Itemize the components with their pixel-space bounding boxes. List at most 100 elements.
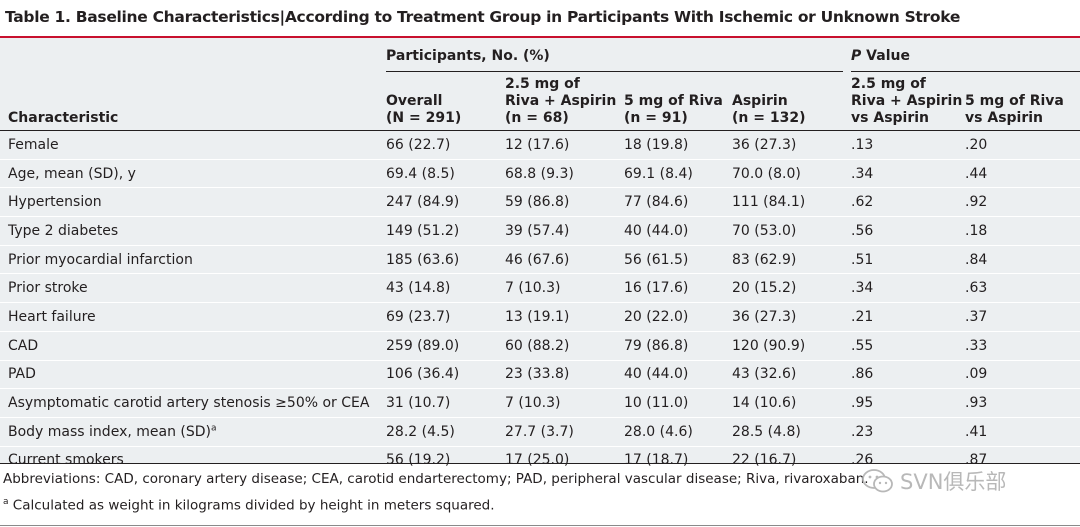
table-cell: 247 (84.9) <box>386 194 460 211</box>
row-label-text: CAD <box>8 337 39 354</box>
table-row: PAD 106 (36.4) 23 (33.8) 40 (44.0) 43 (32.6)… <box>0 360 1080 389</box>
table-cell: .23 <box>851 423 874 440</box>
table-cell: 120 (90.9) <box>732 337 806 354</box>
column-header-line1 <box>732 76 851 93</box>
table-cell: 56 (61.5) <box>624 251 689 268</box>
column-header-line1: 2.5 mg of <box>851 76 926 92</box>
table-cell: 28.5 (4.8) <box>732 423 801 440</box>
row-label-text: Heart failure <box>8 308 96 325</box>
table-cell: .37 <box>965 308 988 325</box>
table-cell: 13 (19.1) <box>505 308 570 325</box>
column-header-line1: 2.5 mg of <box>505 76 580 92</box>
table-cell: 20 (15.2) <box>732 280 797 297</box>
table-row: Age, mean (SD), y 69.4 (8.5) 68.8 (9.3) 69.… <box>0 159 1080 188</box>
table-cell: .56 <box>851 222 874 239</box>
participants-group-rule <box>386 71 844 72</box>
table-cell: 83 (62.9) <box>732 251 797 268</box>
table-row: Asymptomatic carotid artery stenosis ≥50… <box>0 389 1080 418</box>
table-cell: 22 (16.7) <box>732 452 797 469</box>
table-cell: .44 <box>965 165 988 182</box>
row-label: Current smokers <box>0 446 386 474</box>
row-label: Age, mean (SD), y <box>0 159 386 188</box>
table-cell: .41 <box>965 423 988 440</box>
column-header-line2: Riva + Aspirin <box>851 93 963 109</box>
column-header-5: 5 mg of Riva vs Aspirin <box>965 71 1080 131</box>
column-header-line3: vs Aspirin <box>965 110 1044 126</box>
table-row: Prior myocardial infarction 185 (63.6) 46 … <box>0 245 1080 274</box>
row-label-text: Current smokers <box>8 452 124 469</box>
table-cell: .84 <box>965 251 988 268</box>
table-row: Type 2 diabetes 149 (51.2) 39 (57.4) 40 (44… <box>0 217 1080 246</box>
column-header-4: 2.5 mg of Riva + Aspirin vs Aspirin <box>851 71 965 131</box>
row-label-text: PAD <box>8 366 36 383</box>
column-header-line3: (n = 132) <box>732 110 806 126</box>
table-cell: 69 (23.7) <box>386 308 451 325</box>
column-header-line3: (n = 91) <box>624 110 688 126</box>
table-cell: 14 (10.6) <box>732 395 797 412</box>
table-cell: 27.7 (3.7) <box>505 423 574 440</box>
footnote-marker: a <box>3 497 9 507</box>
footnote-text: Calculated as weight in kilograms divide… <box>8 497 495 514</box>
row-label-text: Hypertension <box>8 194 102 211</box>
table-cell: 36 (27.3) <box>732 308 797 325</box>
row-label-footnote-marker: a <box>211 423 217 434</box>
row-label: Prior myocardial infarction <box>0 245 386 274</box>
table-cell: 28.2 (4.5) <box>386 423 455 440</box>
table-cell: .93 <box>965 395 988 412</box>
row-label: Asymptomatic carotid artery stenosis ≥50… <box>0 389 386 418</box>
characteristic-header: Characteristic <box>8 110 119 126</box>
table-cell: 59 (86.8) <box>505 194 570 211</box>
table-cell: .92 <box>965 194 988 211</box>
table-cell: 185 (63.6) <box>386 251 460 268</box>
column-header-line2: Overall <box>386 93 443 109</box>
column-header-2: 5 mg of Riva (n = 91) <box>624 71 732 131</box>
row-label: Body mass index, mean (SD)a <box>0 417 386 446</box>
baseline-table: Participants, No. (%) P Value Characteri… <box>0 38 1080 474</box>
row-label-text: Prior stroke <box>8 280 88 297</box>
table-cell: 106 (36.4) <box>386 366 460 383</box>
table-row: Female 66 (22.7) 12 (17.6) 18 (19.8) 36 (27.… <box>0 131 1080 160</box>
table-cell: 69.1 (8.4) <box>624 165 693 182</box>
table-cell: .20 <box>965 136 988 153</box>
row-label: Female <box>0 131 386 160</box>
column-header-line2: 5 mg of Riva <box>965 93 1064 109</box>
table-bottom-rule <box>0 463 1080 464</box>
header-spacer <box>0 38 386 71</box>
table-body: Female 66 (22.7) 12 (17.6) 18 (19.8) 36 (27.… <box>0 131 1080 475</box>
wechat-icon <box>862 469 893 493</box>
table-cell: .51 <box>851 251 874 268</box>
pvalue-group-header: P Value <box>851 38 1080 72</box>
table-container: Participants, No. (%) P Value Characteri… <box>0 38 1080 468</box>
abbreviations-footnote: Abbreviations: CAD, coronary artery dise… <box>3 471 869 487</box>
table-cell: .21 <box>851 308 874 325</box>
column-header-1: 2.5 mg of Riva + Aspirin (n = 68) <box>505 71 624 131</box>
table-cell: 17 (25.0) <box>505 452 570 469</box>
table-cell: 40 (44.0) <box>624 222 689 239</box>
table-cell: 68.8 (9.3) <box>505 165 574 182</box>
table-cell: 79 (86.8) <box>624 337 689 354</box>
row-label-text: Type 2 diabetes <box>8 222 119 239</box>
row-label: Hypertension <box>0 188 386 217</box>
table-cell: 259 (89.0) <box>386 337 460 354</box>
participants-group-label: Participants, No. (%) <box>386 47 550 64</box>
table-cell: 7 (10.3) <box>505 280 561 297</box>
table-cell: 43 (14.8) <box>386 280 451 297</box>
row-label-text: Asymptomatic carotid artery stenosis ≥50… <box>8 395 370 412</box>
table-row: Current smokers 56 (19.2) 17 (25.0) 17 (18.… <box>0 446 1080 474</box>
table-cell: .34 <box>851 165 874 182</box>
table-row: Heart failure 69 (23.7) 13 (19.1) 20 (22.0)… <box>0 303 1080 332</box>
table-cell: .87 <box>965 452 988 469</box>
page-end-rule <box>0 525 1080 526</box>
table-cell: 70.0 (8.0) <box>732 165 801 182</box>
table-cell: 23 (33.8) <box>505 366 570 383</box>
table-cell: 20 (22.0) <box>624 308 689 325</box>
title-rule <box>0 36 1080 38</box>
table-cell: 18 (19.8) <box>624 136 689 153</box>
table-cell: .18 <box>965 222 988 239</box>
table-cell: 28.0 (4.6) <box>624 423 693 440</box>
table-cell: 69.4 (8.5) <box>386 165 455 182</box>
column-header-line3: (n = 68) <box>505 110 569 126</box>
table-cell: 149 (51.2) <box>386 222 460 239</box>
table-cell: 111 (84.1) <box>732 194 806 211</box>
table-cell: .62 <box>851 194 874 211</box>
